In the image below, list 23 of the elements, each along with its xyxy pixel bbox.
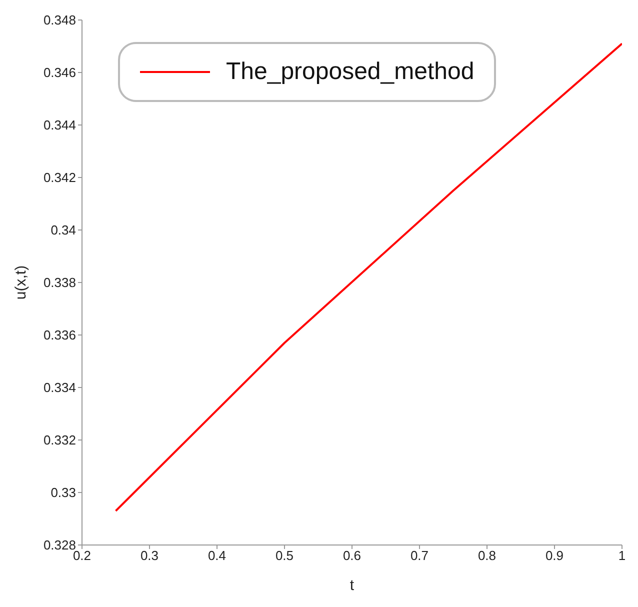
x-tick-label: 0.4 <box>208 548 226 564</box>
x-axis-title: t <box>350 577 355 594</box>
x-tick-label: 0.8 <box>478 548 496 564</box>
x-tick-label: 0.3 <box>140 548 159 564</box>
x-tick-label: 0.5 <box>275 548 294 564</box>
y-tick-label: 0.332 <box>43 432 76 448</box>
y-tick-label: 0.336 <box>43 328 76 343</box>
y-tick-label: 0.346 <box>43 65 76 80</box>
y-tick-label: 0.338 <box>43 275 76 290</box>
x-tick-label: 0.9 <box>545 548 564 564</box>
y-tick-label: 0.33 <box>50 485 76 500</box>
y-tick-label: 0.342 <box>43 170 76 186</box>
x-tick-label: 0.2 <box>72 548 92 564</box>
x-tick-label: 0.7 <box>410 548 429 564</box>
line-series <box>114 42 622 512</box>
y-axis-title: u(x,t) <box>12 265 30 300</box>
legend-label: The_proposed_method <box>226 58 474 86</box>
y-tick-label: 0.344 <box>43 118 76 133</box>
y-tick-label: 0.34 <box>50 222 76 238</box>
x-tick-label: 0.6 <box>342 548 362 564</box>
y-tick-label: 0.348 <box>43 12 76 28</box>
x-tick-label: 1 <box>618 548 626 564</box>
y-tick-label: 0.334 <box>43 380 76 396</box>
